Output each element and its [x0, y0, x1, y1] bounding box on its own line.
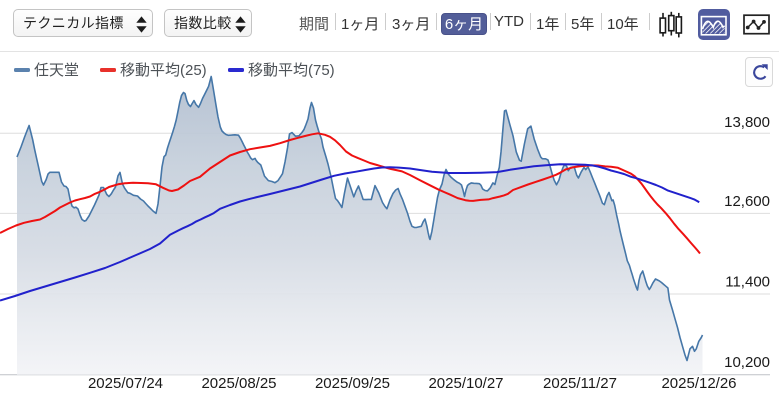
svg-text:2025/10/27: 2025/10/27 — [428, 375, 503, 392]
svg-text:12,600: 12,600 — [724, 193, 770, 210]
svg-text:10,200: 10,200 — [724, 354, 770, 371]
svg-text:2025/12/26: 2025/12/26 — [661, 375, 736, 392]
svg-text:2025/11/27: 2025/11/27 — [543, 375, 617, 392]
svg-text:2025/09/25: 2025/09/25 — [315, 375, 390, 392]
svg-text:2025/08/25: 2025/08/25 — [201, 375, 276, 392]
svg-text:13,800: 13,800 — [724, 114, 770, 131]
svg-text:2025/07/24: 2025/07/24 — [88, 375, 163, 392]
svg-text:11,400: 11,400 — [725, 274, 770, 291]
